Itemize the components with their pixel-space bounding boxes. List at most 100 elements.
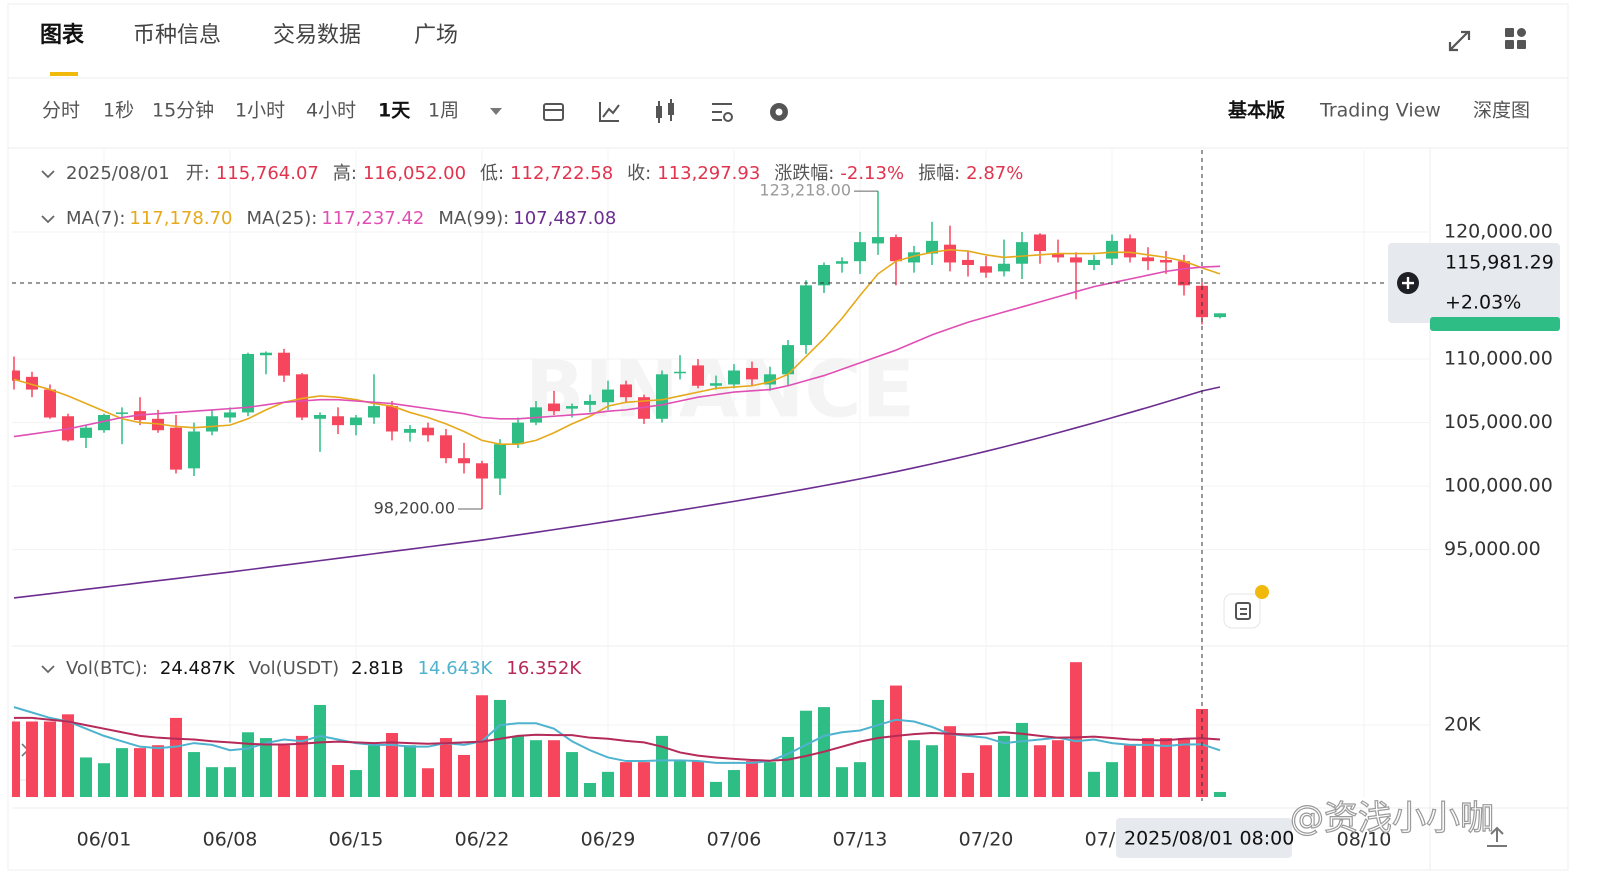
interval[interactable]: 1天 [378, 100, 411, 122]
volume-ma-line [13, 706, 1221, 764]
volume-bar [998, 735, 1010, 797]
x-tick-label: 07/20 [959, 829, 1014, 851]
volume-bar [692, 761, 704, 797]
volume-bar [728, 770, 740, 797]
candle-body [332, 416, 344, 426]
y-tick-label: 110,000.00 [1444, 348, 1553, 370]
candle-body [1196, 285, 1208, 318]
candle-body [440, 435, 452, 459]
view-option[interactable]: 深度图 [1473, 100, 1530, 122]
ma-line [13, 386, 1221, 599]
add-alert-plus [1402, 277, 1414, 290]
interval[interactable]: 1小时 [235, 100, 285, 122]
volume-bar [188, 752, 200, 797]
view-option[interactable]: 基本版 [1227, 99, 1285, 122]
volume-bar [260, 738, 272, 797]
plot-area [12, 191, 1226, 797]
candle-body [890, 237, 902, 262]
legend-label: MA(99): [438, 208, 509, 229]
extreme-label: 123,218.00 [759, 181, 851, 200]
volume-bar [1214, 791, 1226, 797]
ohlc-value: 2.87% [966, 163, 1023, 184]
more-intervals[interactable] [490, 108, 502, 115]
ohlc-value: 115,764.07 [216, 163, 319, 184]
note-button[interactable] [1223, 585, 1269, 629]
volume-bar [1160, 738, 1172, 797]
candle-body [530, 407, 542, 423]
tab[interactable]: 币种信息 [133, 23, 221, 48]
candle-body [1106, 240, 1118, 259]
interval[interactable]: 4小时 [306, 100, 356, 122]
y-tick-label: 100,000.00 [1444, 475, 1553, 497]
interval[interactable]: 1秒 [103, 100, 134, 122]
interval[interactable]: 分时 [42, 100, 80, 122]
volume-bar [926, 745, 938, 797]
candle-body [782, 345, 794, 375]
interval[interactable]: 1周 [428, 100, 459, 122]
candle-body [404, 428, 416, 433]
crosshair-date: 2025/08/01 08:00 [1124, 828, 1294, 850]
tab[interactable]: 交易数据 [273, 23, 361, 48]
volume-bar [44, 721, 56, 797]
candle-body [1178, 261, 1190, 286]
volume-bar [1052, 740, 1064, 797]
candle-body [1052, 253, 1064, 258]
candle-body [242, 353, 254, 413]
scroll-to-latest[interactable] [1487, 826, 1507, 847]
panel-frame [7, 3, 1569, 871]
tab[interactable]: 广场 [414, 23, 458, 48]
volume-bar [1106, 762, 1118, 797]
y-tick-label: 95,000.00 [1444, 538, 1541, 560]
candle-body [764, 374, 776, 385]
view-option[interactable]: Trading View [1319, 100, 1441, 122]
template-icon[interactable] [712, 103, 733, 122]
candle-body [1124, 238, 1136, 258]
candle-body [458, 458, 470, 464]
volume-bar [674, 761, 686, 797]
candle-body [746, 367, 758, 380]
candle-body [854, 242, 866, 262]
volume-bar [962, 772, 974, 797]
volume-bar [1088, 771, 1100, 797]
candle-body [386, 406, 398, 432]
ma-line [13, 248, 1221, 446]
legend-label: MA(7): [66, 208, 125, 229]
volume-bar [566, 752, 578, 797]
candle-body [494, 444, 506, 479]
layout-icon[interactable] [1505, 28, 1526, 49]
interval[interactable]: 15分钟 [152, 100, 214, 122]
candle-body [710, 383, 722, 386]
volume-bar [116, 748, 128, 797]
candle-body [296, 374, 308, 418]
candle-body [80, 427, 92, 438]
volume-bar [494, 699, 506, 797]
volume-bar [296, 735, 308, 797]
ohlc-label: 振幅: [918, 163, 960, 184]
crosshair-change: +2.03% [1445, 292, 1521, 314]
volume-bar [170, 717, 182, 797]
ohlc-label: 高: [333, 163, 357, 184]
candle-body [620, 384, 632, 398]
volume-bar [152, 745, 164, 797]
candle-icon[interactable] [656, 99, 674, 123]
ohlc-value: 113,297.93 [657, 163, 760, 184]
calendar-icon[interactable] [543, 103, 564, 121]
x-tick-label: 08/10 [1337, 829, 1392, 851]
extreme-label: 98,200.00 [374, 499, 455, 518]
fullscreen-icon[interactable] [1448, 30, 1471, 52]
volume-bar [1070, 662, 1082, 797]
candle-body [728, 370, 740, 385]
indicator-icon[interactable] [599, 102, 620, 122]
candle-body [116, 412, 128, 414]
candle-body [656, 374, 668, 419]
tab[interactable]: 图表 [40, 23, 85, 48]
candle-body [1088, 259, 1100, 266]
settings-icon[interactable] [770, 103, 788, 121]
candle-body [512, 422, 524, 445]
ohlc-value: 116,052.00 [363, 163, 466, 184]
add-alert-button[interactable] [1397, 272, 1419, 295]
volume-bar [332, 765, 344, 797]
volume-bar [404, 745, 416, 797]
candle-body [224, 412, 236, 418]
